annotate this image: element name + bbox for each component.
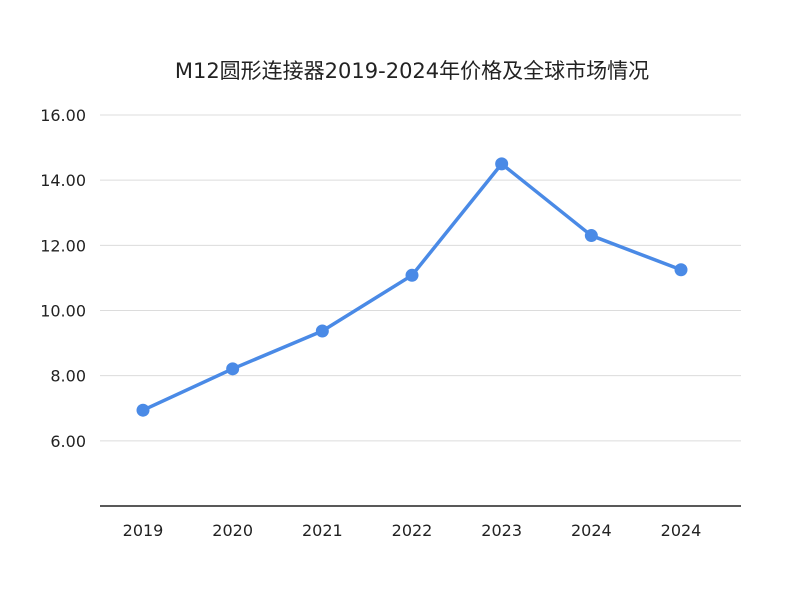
y-tick-label: 6.00 [50, 432, 86, 451]
y-tick-label: 10.00 [40, 302, 86, 321]
data-point [584, 229, 598, 243]
x-tick-label: 2023 [481, 521, 522, 540]
x-axis: 2019 2020 2021 2022 2023 2024 2024 [123, 521, 702, 540]
x-tick-label: 2020 [212, 521, 253, 540]
x-tick-label: 2024 [661, 521, 702, 540]
chart-title: M12圆形连接器2019-2024年价格及全球市场情况 [175, 59, 649, 83]
data-point [226, 362, 240, 376]
y-axis: 6.00 8.00 10.00 12.00 14.00 16.00 [40, 106, 86, 451]
series-path [142, 162, 682, 412]
x-tick-label: 2024 [571, 521, 612, 540]
x-tick-label: 2022 [392, 521, 433, 540]
data-point [405, 268, 419, 282]
x-tick-label: 2021 [302, 521, 343, 540]
data-point [495, 157, 509, 171]
series-line [136, 157, 688, 417]
y-tick-label: 12.00 [40, 236, 86, 255]
gridlines [100, 114, 741, 442]
x-tick-label: 2019 [123, 521, 164, 540]
y-tick-label: 16.00 [40, 106, 86, 125]
y-tick-label: 14.00 [40, 171, 86, 190]
data-point [315, 324, 329, 338]
y-tick-label: 8.00 [50, 367, 86, 386]
data-point [136, 403, 150, 417]
data-point [674, 263, 688, 277]
